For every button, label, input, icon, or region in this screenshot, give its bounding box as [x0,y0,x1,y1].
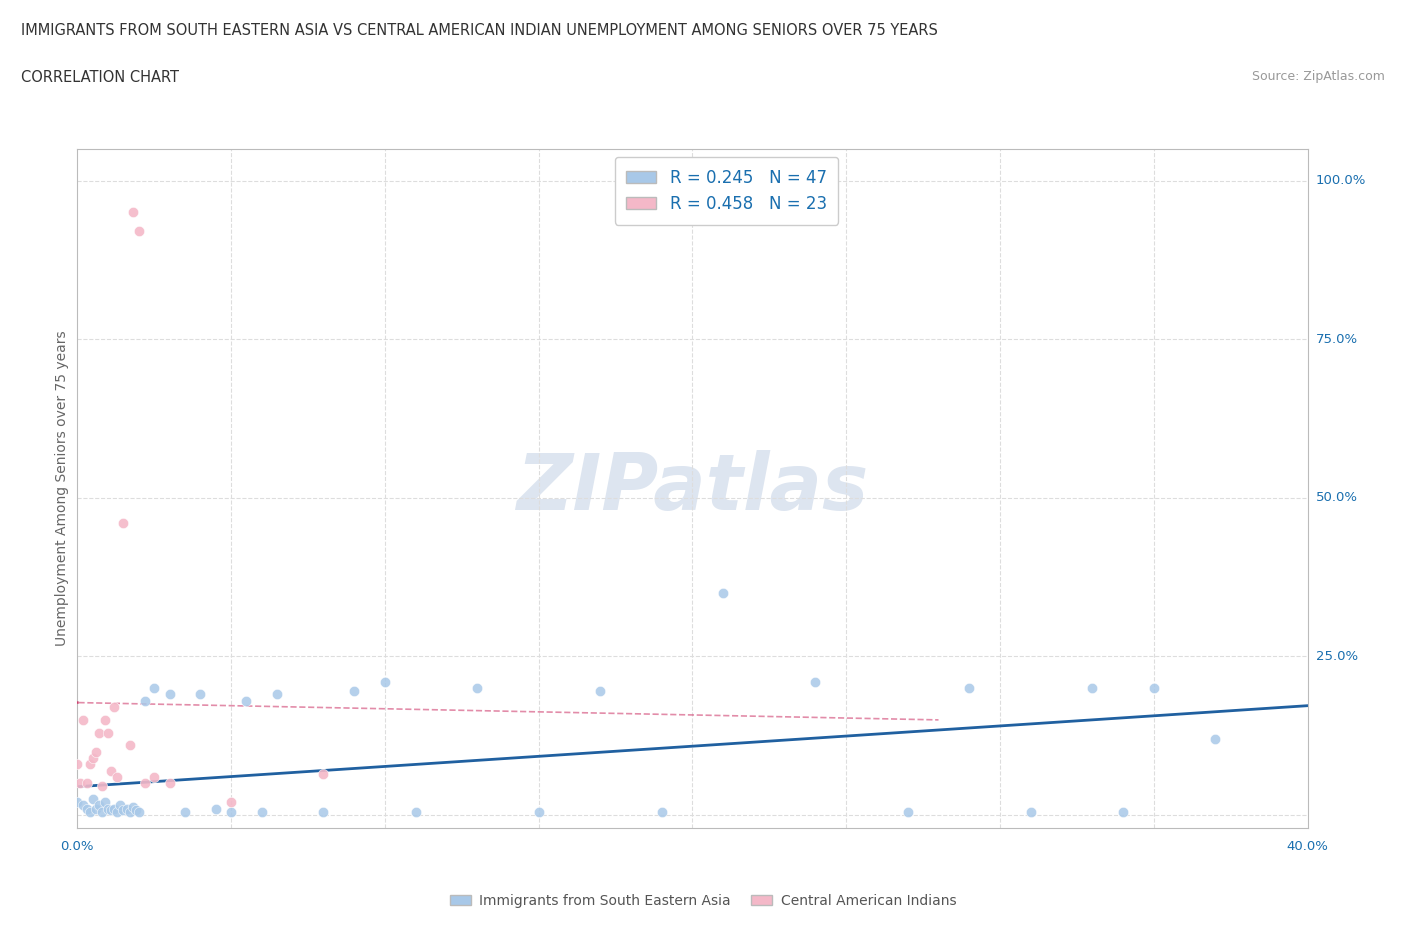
Point [87,725,110,740]
Point [266,687,288,702]
Point [128,224,150,239]
Point [112,803,135,817]
Point [1112,804,1135,819]
Point [118,804,141,819]
Point [66,795,89,810]
Point [87,798,110,813]
Point [105,804,128,819]
Point [72,798,94,813]
Point [143,681,166,696]
Point [76,776,98,790]
Point [82,751,104,765]
Text: 25.0%: 25.0% [1316,650,1358,663]
Text: IMMIGRANTS FROM SOUTH EASTERN ASIA VS CENTRAL AMERICAN INDIAN UNEMPLOYMENT AMONG: IMMIGRANTS FROM SOUTH EASTERN ASIA VS CE… [21,23,938,38]
Point [69,776,91,790]
Point [174,804,197,819]
Point [159,687,181,702]
Point [94,712,117,727]
Point [125,803,148,817]
Point [105,769,128,784]
Point [804,674,827,689]
Point [121,205,143,219]
Text: Source: ZipAtlas.com: Source: ZipAtlas.com [1251,70,1385,83]
Legend: R = 0.245   N = 47, R = 0.458   N = 23: R = 0.245 N = 47, R = 0.458 N = 23 [614,157,838,225]
Point [312,804,335,819]
Point [465,681,488,696]
Point [100,803,122,817]
Point [115,802,138,817]
Legend: Immigrants from South Eastern Asia, Central American Indians: Immigrants from South Eastern Asia, Cent… [444,889,962,914]
Text: CORRELATION CHART: CORRELATION CHART [21,70,179,85]
Point [405,804,427,819]
Point [527,804,550,819]
Point [110,798,132,813]
Text: 75.0%: 75.0% [1316,333,1358,346]
Point [235,694,257,709]
Point [90,779,114,794]
Point [118,737,141,752]
Point [72,712,94,727]
Point [76,802,98,817]
Point [143,769,166,784]
Point [1204,731,1226,746]
Point [312,766,335,781]
Point [128,804,150,819]
Point [97,802,120,817]
Point [66,757,89,772]
Point [204,802,226,817]
Point [82,791,104,806]
Point [711,586,734,601]
Point [84,802,107,817]
Point [103,802,125,817]
Point [1081,681,1104,696]
Point [134,694,156,709]
Point [188,687,212,702]
Point [121,800,143,815]
Point [219,804,242,819]
Text: ZIPatlas: ZIPatlas [516,450,869,526]
Point [374,674,396,689]
Point [219,795,242,810]
Text: 50.0%: 50.0% [1316,491,1358,504]
Text: 100.0%: 100.0% [1316,174,1367,187]
Point [100,764,122,778]
Point [897,804,920,819]
Point [79,757,101,772]
Point [103,699,125,714]
Point [84,744,107,759]
Point [94,795,117,810]
Point [1143,681,1166,696]
Y-axis label: Unemployment Among Seniors over 75 years: Unemployment Among Seniors over 75 years [55,330,69,646]
Point [589,684,612,698]
Text: 40.0%: 40.0% [1286,840,1329,853]
Text: 0.0%: 0.0% [60,840,94,853]
Point [97,725,120,740]
Point [1019,804,1042,819]
Point [79,804,101,819]
Point [957,681,980,696]
Point [90,804,114,819]
Point [343,684,366,698]
Point [112,516,135,531]
Point [159,776,181,790]
Point [250,804,273,819]
Point [134,776,156,790]
Point [651,804,673,819]
